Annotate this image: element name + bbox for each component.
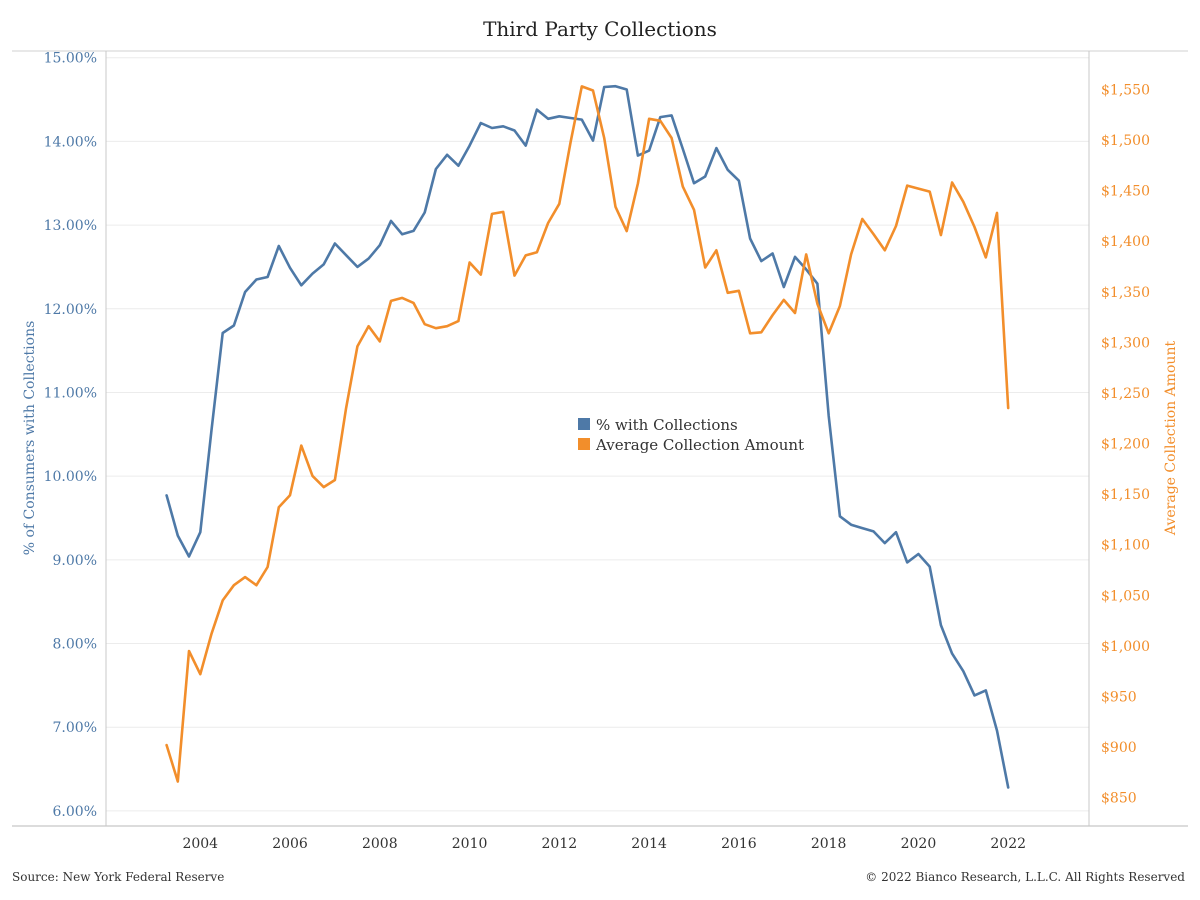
y-right-tick-label: $1,350 (1101, 285, 1150, 301)
x-axis-ticks: 2004 2006 2008 2010 2012 2014 2016 2018 2020 2022 (182, 836, 1026, 852)
chart-frame (12, 50, 1188, 827)
legend-swatch-amount (578, 438, 590, 450)
y-right-tick-label: $1,200 (1101, 437, 1150, 453)
y-right-tick-label: $1,250 (1101, 386, 1150, 402)
x-tick-label: 2010 (452, 836, 488, 852)
y-axis-left-title: % of Consumers with Collections (22, 321, 38, 556)
legend-swatch-collections (578, 418, 590, 430)
x-tick-label: 2014 (631, 836, 667, 852)
y-left-tick-label: 7.00% (53, 720, 97, 736)
y-left-tick-label: 9.00% (53, 553, 97, 569)
y-left-tick-label: 13.00% (44, 218, 97, 234)
gridlines (106, 57, 1089, 812)
chart-title: Third Party Collections (483, 17, 717, 41)
x-tick-label: 2008 (362, 836, 398, 852)
y-left-tick-label: 15.00% (44, 51, 97, 67)
y-left-tick-label: 10.00% (44, 469, 97, 485)
legend-label-collections: % with Collections (596, 416, 738, 434)
y-left-tick-label: 12.00% (44, 302, 97, 318)
y-axis-left-ticks: 6.00% 7.00% 8.00% 9.00% 10.00% 11.00% 12.00% 13… (44, 51, 97, 820)
y-left-tick-label: 11.00% (44, 385, 97, 401)
y-right-tick-label: $1,100 (1101, 538, 1150, 554)
y-right-tick-label: $1,050 (1101, 588, 1150, 604)
source-note: Source: New York Federal Reserve (12, 870, 224, 884)
x-tick-label: 2016 (721, 836, 757, 852)
x-tick-label: 2006 (272, 836, 308, 852)
series-layer (165, 84, 1010, 789)
x-tick-label: 2004 (182, 836, 218, 852)
legend-label-amount: Average Collection Amount (595, 436, 804, 454)
y-right-tick-label: $1,300 (1101, 335, 1150, 351)
y-axis-right-title: Average Collection Amount (1163, 341, 1179, 537)
y-right-tick-label: $1,500 (1101, 133, 1150, 149)
series-line-amount (165, 85, 1010, 783)
y-right-tick-label: $1,550 (1101, 82, 1150, 98)
x-tick-label: 2018 (811, 836, 847, 852)
y-right-tick-label: $900 (1101, 740, 1137, 756)
legend: % with Collections Average Collection Am… (578, 416, 804, 454)
x-tick-label: 2022 (990, 836, 1026, 852)
y-right-tick-label: $950 (1101, 689, 1137, 705)
y-left-tick-label: 8.00% (53, 637, 97, 653)
y-right-tick-label: $1,000 (1101, 639, 1150, 655)
y-left-tick-label: 6.00% (53, 804, 97, 820)
y-right-tick-label: $1,150 (1101, 487, 1150, 503)
y-right-tick-label: $850 (1101, 791, 1137, 807)
series-line-collections (165, 84, 1010, 789)
y-right-tick-label: $1,400 (1101, 234, 1150, 250)
y-axis-right-ticks: $850 $900 $950 $1,000 $1,050 $1,100 $1,150 $1,2… (1101, 82, 1150, 806)
y-left-tick-label: 14.00% (44, 134, 97, 150)
copyright-note: © 2022 Bianco Research, L.L.C. All Right… (865, 870, 1185, 884)
x-tick-label: 2020 (901, 836, 937, 852)
y-right-tick-label: $1,450 (1101, 184, 1150, 200)
x-tick-label: 2012 (542, 836, 578, 852)
